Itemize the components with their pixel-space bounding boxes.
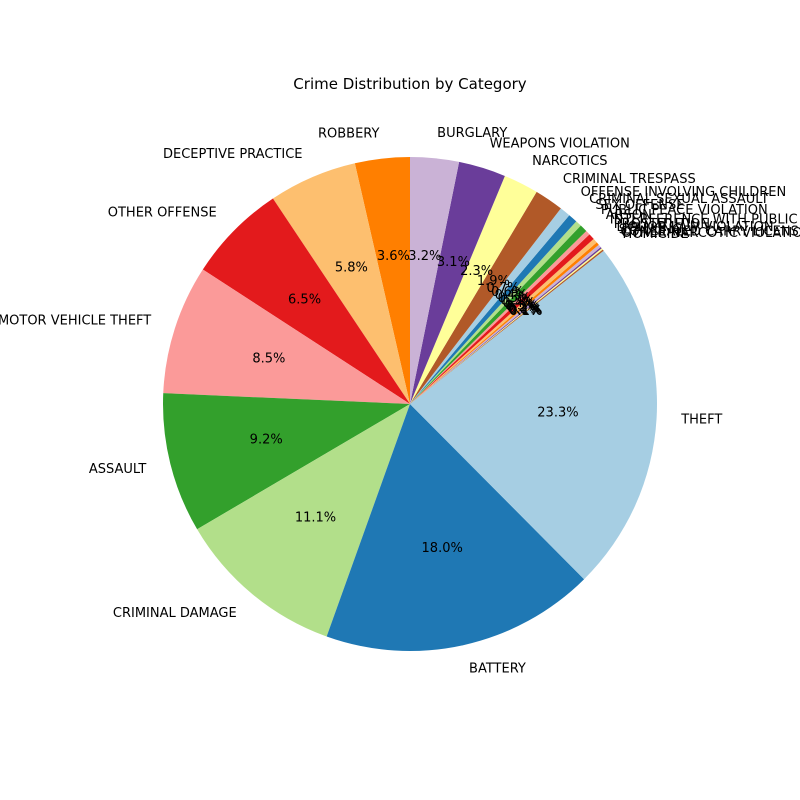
pie-slice — [410, 238, 597, 404]
pie-slice — [410, 234, 594, 404]
slice-percent-label: 2.3% — [460, 264, 493, 279]
slice-label: PUBLIC PEACE VIOLATION — [601, 203, 768, 218]
pie-slice — [326, 404, 585, 651]
slice-label: OTHER NARCOTIC VIOLATION — [621, 226, 800, 241]
slice-percent-label: 0.4% — [502, 296, 535, 311]
slice-label: BATTERY — [469, 662, 526, 677]
slice-percent-label: 0.1% — [509, 304, 542, 319]
slice-label: ASSAULT — [89, 462, 146, 477]
slice-label: OTHER OFFENSE — [108, 206, 217, 221]
slice-percent-label: 0.6% — [491, 285, 524, 300]
slice-percent-label: 0.2% — [507, 302, 540, 317]
slice-percent-label: 5.8% — [335, 260, 368, 275]
slice-percent-label: 3.2% — [408, 249, 441, 264]
slice-label: SEX OFFENSE — [595, 198, 684, 213]
slice-percent-label: 23.3% — [537, 405, 578, 420]
pie-slice — [410, 225, 587, 404]
slice-label: NARCOTICS — [532, 154, 607, 169]
pie-slice — [410, 250, 658, 580]
slice-percent-label: 1.9% — [477, 274, 510, 289]
slice-percent-label: 0.1% — [509, 303, 542, 318]
pie-slice — [410, 244, 601, 404]
pie-slices — [162, 157, 658, 651]
slice-label: CONCEALED CARRY LICENSE VIOLATION — [620, 225, 800, 240]
slice-label: WEAPONS VIOLATION — [490, 137, 630, 152]
slice-percent-label: 11.1% — [295, 511, 336, 526]
slice-label: DECEPTIVE PRACTICE — [163, 147, 303, 162]
slice-label: BURGLARY — [437, 126, 507, 141]
slice-label: PROSTITUTION — [614, 217, 710, 232]
slice-percent-label: 18.0% — [422, 541, 463, 556]
pie-slice — [197, 404, 410, 637]
pie-slice — [410, 221, 581, 404]
slice-percent-label: 0.7% — [487, 281, 520, 296]
pie-slice — [410, 249, 604, 404]
slice-percent-labels: 3.6%5.8%6.5%8.5%9.2%11.1%18.0%23.3%0.1%0… — [250, 249, 579, 556]
slice-percent-label: 8.5% — [252, 351, 285, 366]
slice-label: OFFENSE INVOLVING CHILDREN — [581, 185, 787, 200]
slice-label: HOMICIDE — [622, 227, 688, 242]
slice-label: MOTOR VEHICLE THEFT — [0, 314, 151, 329]
slice-label: CRIMINAL SEXUAL ASSAULT — [589, 192, 769, 207]
pie-slice — [410, 208, 570, 404]
slice-percent-label: 0.3% — [500, 294, 533, 309]
slice-percent-label: 0.3% — [505, 298, 538, 313]
pie-slice — [410, 175, 537, 404]
pie-slice — [410, 215, 577, 404]
slice-percent-label: 0.1% — [508, 303, 541, 318]
slice-label: INTERFERENCE WITH PUBLIC OFFICER — [610, 212, 800, 227]
slice-percent-label: 9.2% — [250, 432, 283, 447]
pie-slice — [163, 269, 410, 404]
pie-slice — [410, 157, 460, 404]
pie-slice — [162, 393, 410, 530]
pie-slice — [410, 161, 505, 404]
slice-label: CRIMINAL TRESPASS — [563, 172, 696, 187]
pie-slice — [410, 247, 602, 404]
slice-percent-label: 0.2% — [506, 300, 539, 315]
slice-percent-label: 0.5% — [498, 291, 531, 306]
slice-label: THEFT — [680, 413, 722, 428]
chart-title: Crime Distribution by Category — [293, 75, 527, 93]
pie-slice — [410, 248, 603, 404]
pie-slice — [272, 163, 410, 404]
pie-slice — [410, 230, 590, 404]
slice-percent-label: 6.5% — [288, 292, 321, 307]
slice-label: STALKING — [619, 223, 682, 238]
slice-percent-label: 3.6% — [377, 249, 410, 264]
pie-slice — [202, 198, 410, 404]
slice-percent-label: 0.4% — [495, 288, 528, 303]
pie-slice — [354, 157, 410, 404]
slice-labels: ROBBERY DECEPTIVE PRACTICE OTHER OFFENSE MO… — [0, 126, 800, 677]
slice-percent-label: 3.1% — [437, 255, 470, 270]
pie-slice — [410, 191, 561, 404]
slice-label: CRIMINAL DAMAGE — [113, 606, 237, 621]
slice-label: ROBBERY — [318, 127, 380, 142]
slice-label: LIQUOR LAW VIOLATION — [617, 220, 774, 235]
pie-slice — [410, 242, 599, 404]
slice-label: ARSON — [606, 208, 652, 223]
